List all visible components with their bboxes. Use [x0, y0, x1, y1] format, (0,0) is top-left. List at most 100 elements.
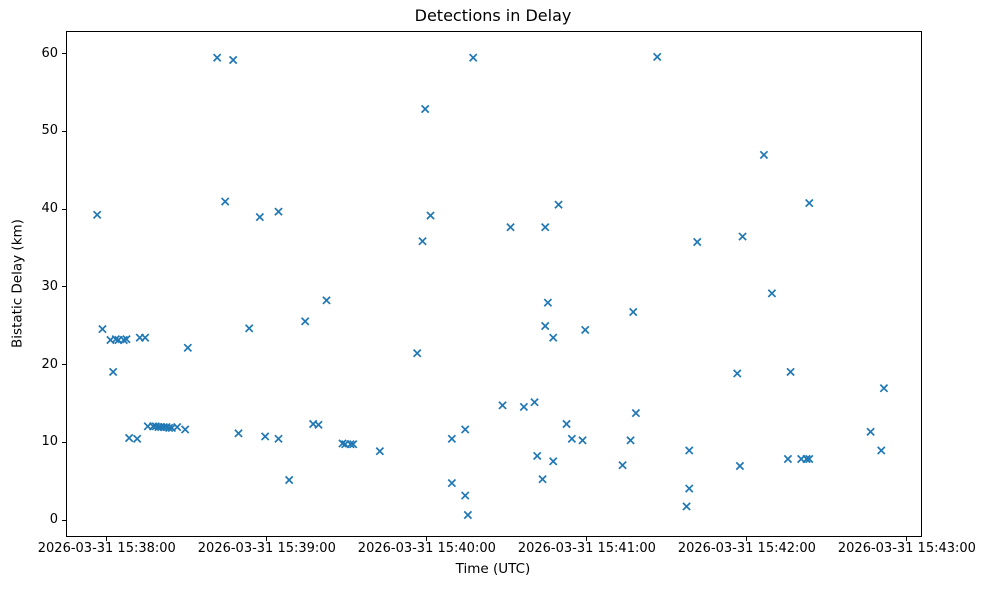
data-point-marker — [119, 335, 129, 345]
data-point-marker — [463, 510, 473, 520]
x-tick-mark — [426, 537, 428, 541]
y-tick-label: 40 — [41, 201, 58, 217]
data-point-marker — [164, 423, 174, 433]
data-point-marker — [420, 104, 430, 114]
data-point-marker — [567, 434, 577, 443]
chart-title: Detections in Delay — [414, 6, 572, 25]
data-point-marker — [866, 427, 875, 436]
y-tick-label: 10 — [41, 434, 58, 450]
y-tick-label: 20 — [41, 356, 58, 372]
data-point-marker — [255, 212, 265, 222]
y-tick-label: 50 — [41, 123, 58, 139]
x-tick-label: 2026-03-31 15:43:00 — [837, 541, 976, 556]
data-point-marker — [132, 434, 142, 443]
y-axis-label: Bistatic Delay (km) — [9, 219, 26, 348]
data-point-marker — [562, 419, 571, 429]
data-point-marker — [682, 502, 691, 511]
data-point-marker — [549, 457, 558, 466]
data-point-marker — [541, 223, 550, 232]
data-point-marker — [122, 335, 131, 344]
data-point-marker — [541, 321, 550, 331]
data-point-marker — [685, 446, 694, 455]
data-point-marker — [228, 55, 238, 65]
x-tick-mark — [906, 537, 908, 541]
data-point-marker — [506, 223, 515, 232]
data-point-marker — [759, 150, 769, 160]
x-tick-mark — [586, 537, 588, 541]
data-point-marker — [260, 432, 270, 441]
data-point-marker — [738, 232, 747, 241]
x-tick-mark — [746, 537, 748, 541]
data-point-marker — [284, 475, 294, 485]
data-point-marker — [348, 440, 358, 449]
y-tick-mark — [62, 208, 66, 210]
data-point-marker — [802, 454, 811, 464]
data-point-marker — [98, 324, 107, 334]
data-point-marker — [879, 384, 889, 393]
data-point-marker — [346, 440, 355, 449]
data-point-marker — [322, 296, 331, 305]
x-tick-mark — [106, 537, 108, 541]
data-point-marker — [300, 317, 310, 326]
data-point-marker — [212, 53, 222, 62]
data-point-marker — [538, 475, 547, 484]
data-point-marker — [805, 198, 814, 208]
data-point-marker — [549, 333, 558, 342]
x-tick-label: 2026-03-31 15:41:00 — [517, 541, 656, 556]
data-point-marker — [234, 429, 243, 438]
data-point-marker — [124, 433, 134, 443]
scatter-canvas — [92, 52, 889, 520]
data-point-marker — [274, 207, 283, 216]
data-point-marker — [498, 401, 507, 410]
data-point-marker — [653, 52, 662, 62]
data-point-marker — [519, 402, 529, 412]
data-point-marker — [877, 446, 886, 455]
data-point-marker — [426, 211, 435, 220]
data-point-marker — [140, 333, 150, 342]
y-tick-mark — [62, 441, 66, 443]
data-point-marker — [543, 298, 553, 307]
x-tick-label: 2026-03-31 15:42:00 — [677, 541, 816, 556]
y-tick-mark — [62, 519, 66, 521]
y-tick-label: 60 — [41, 45, 58, 61]
data-point-marker — [578, 436, 587, 445]
data-point-marker — [685, 484, 694, 493]
x-tick-label: 2026-03-31 15:40:00 — [357, 541, 496, 556]
data-point-marker — [767, 289, 777, 298]
data-point-marker — [180, 425, 190, 434]
data-point-marker — [183, 343, 193, 352]
data-point-marker — [629, 307, 638, 317]
data-point-marker — [786, 367, 795, 377]
data-point-marker — [447, 478, 457, 488]
data-point-marker — [412, 349, 422, 358]
x-tick-label: 2026-03-31 15:39:00 — [197, 541, 336, 556]
y-tick-mark — [62, 53, 66, 55]
y-tick-label: 0 — [49, 512, 58, 528]
y-tick-mark — [62, 286, 66, 288]
data-point-marker — [533, 451, 542, 461]
data-point-marker — [375, 447, 385, 456]
data-point-marker — [244, 324, 254, 333]
data-point-marker — [338, 439, 347, 448]
y-tick-mark — [62, 130, 66, 132]
data-point-marker — [460, 425, 470, 434]
data-point-marker — [108, 367, 118, 377]
data-point-marker — [418, 237, 427, 246]
data-point-marker — [460, 491, 470, 500]
y-tick-mark — [62, 364, 66, 366]
x-tick-label: 2026-03-31 15:38:00 — [37, 541, 176, 556]
data-point-marker — [172, 422, 182, 432]
data-point-marker — [733, 369, 742, 378]
data-point-marker — [626, 436, 635, 445]
data-point-marker — [581, 325, 590, 335]
data-point-marker — [447, 434, 457, 443]
data-point-marker — [805, 454, 814, 464]
data-point-marker — [783, 454, 793, 464]
data-point-marker — [554, 200, 563, 209]
y-tick-label: 30 — [41, 278, 58, 294]
data-point-marker — [530, 398, 539, 407]
data-point-marker — [618, 461, 627, 470]
data-point-marker — [314, 420, 323, 429]
data-point-marker — [693, 237, 702, 247]
data-point-marker — [111, 335, 121, 344]
